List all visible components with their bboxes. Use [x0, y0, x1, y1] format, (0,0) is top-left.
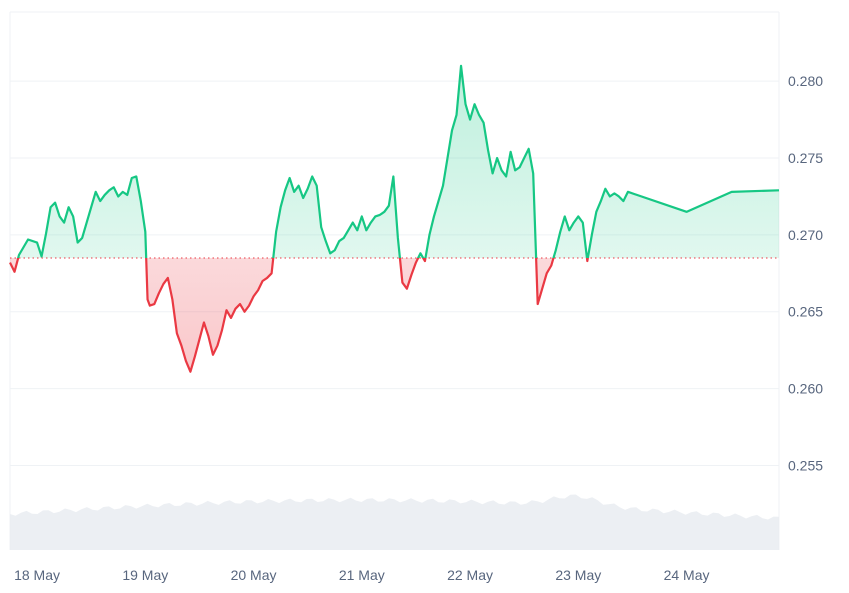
price-line[interactable] — [9, 64, 780, 373]
x-axis: 18 May 19 May 20 May 21 May 22 May 23 May 24 M… — [14, 567, 709, 583]
x-tick-label: 20 May — [231, 567, 277, 583]
y-tick-label: 0.275 — [788, 150, 823, 166]
y-axis: 0.280 0.275 0.270 0.265 0.260 0.255 — [788, 73, 823, 473]
y-tick-label: 0.280 — [788, 73, 823, 89]
series-line-down[interactable] — [9, 66, 779, 373]
x-tick-label: 19 May — [122, 567, 168, 583]
grid-lines — [9, 11, 780, 550]
series-line-up[interactable] — [10, 64, 780, 372]
x-tick-label: 24 May — [664, 567, 710, 583]
volume-shape — [10, 494, 779, 550]
y-tick-label: 0.260 — [788, 381, 823, 397]
x-tick-label: 21 May — [339, 567, 385, 583]
y-tick-label: 0.270 — [788, 227, 823, 243]
y-tick-label: 0.255 — [788, 457, 823, 473]
x-tick-label: 22 May — [447, 567, 493, 583]
x-tick-label: 23 May — [555, 567, 601, 583]
y-tick-label: 0.265 — [788, 304, 823, 320]
price-area-fill — [10, 65, 779, 372]
x-tick-label: 18 May — [14, 567, 60, 583]
area-below-baseline — [10, 257, 588, 372]
volume-area — [10, 494, 779, 550]
area-above-baseline — [10, 65, 779, 258]
